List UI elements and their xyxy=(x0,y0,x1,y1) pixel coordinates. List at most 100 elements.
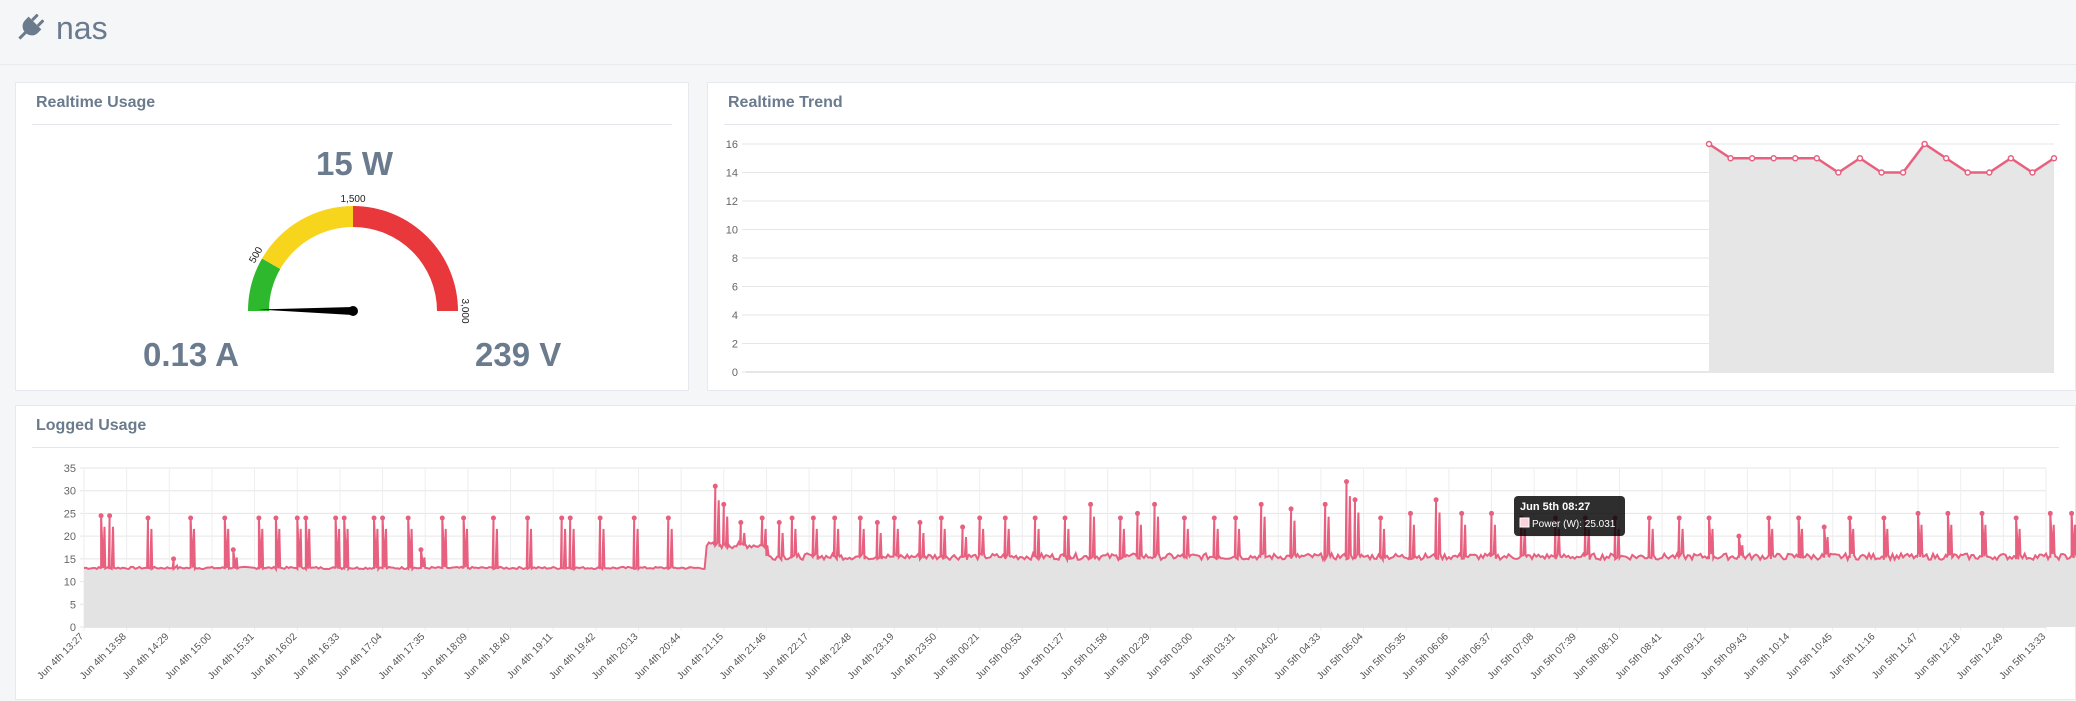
logged-point xyxy=(721,501,727,507)
logged-y-tick: 30 xyxy=(64,486,76,498)
logged-point xyxy=(98,513,104,519)
panel-divider xyxy=(32,124,672,125)
logged-point xyxy=(273,515,279,521)
page-title: nas xyxy=(56,9,108,46)
logged-point xyxy=(1676,515,1682,521)
logged-point xyxy=(371,515,377,521)
trend-point xyxy=(2029,169,2036,176)
tooltip-swatch xyxy=(1519,517,1530,528)
logged-point xyxy=(1135,510,1141,516)
logged-point xyxy=(567,515,573,521)
current-readout: 0.13 A xyxy=(143,336,240,373)
trend-y-tick: 10 xyxy=(726,225,738,237)
logged-point xyxy=(2069,510,2075,516)
power-readout: 15 W xyxy=(316,145,394,182)
trend-point xyxy=(1921,140,1928,148)
logged-point xyxy=(1152,501,1158,507)
realtime-usage-panel: Realtime Usage 500 1,500 3,000 15 W 0.13 A… xyxy=(15,82,689,391)
logged-point xyxy=(1646,515,1652,521)
trend-y-tick: 12 xyxy=(726,196,738,208)
logged-point xyxy=(1489,510,1495,516)
trend-y-tick: 2 xyxy=(732,339,738,351)
logged-point xyxy=(2013,515,2019,521)
trend-point xyxy=(1705,140,1713,148)
logged-point xyxy=(960,524,966,530)
trend-point xyxy=(1899,169,1907,176)
logged-point xyxy=(789,515,795,521)
logged-point xyxy=(525,515,531,521)
header-divider xyxy=(0,64,2076,65)
logged-point xyxy=(1352,497,1358,503)
logged-point xyxy=(222,515,228,521)
logged-y-tick: 5 xyxy=(70,599,76,611)
logged-point xyxy=(776,520,782,526)
logged-point xyxy=(1378,515,1384,521)
gauge-band xyxy=(248,258,281,311)
logged-point xyxy=(256,515,262,521)
logged-point xyxy=(1322,501,1328,507)
logged-point xyxy=(759,515,765,521)
logged-point xyxy=(380,515,386,521)
logged-point xyxy=(439,515,445,521)
logged-point xyxy=(1117,515,1123,521)
logged-point xyxy=(341,515,347,521)
app-header: nas xyxy=(12,6,108,50)
logged-point xyxy=(1847,515,1853,521)
logged-line xyxy=(83,481,2076,573)
gauge-tick-label: 1,500 xyxy=(340,194,365,205)
logged-point xyxy=(188,515,194,521)
trend-point xyxy=(1813,155,1821,162)
logged-point xyxy=(1459,510,1465,516)
logged-area xyxy=(84,481,2076,627)
logged-point xyxy=(857,515,863,521)
tooltip-label: Power (W): 25.031 xyxy=(1532,519,1616,530)
logged-point xyxy=(294,515,300,521)
realtime-trend-chart: 0 2 4 6 8 10 12 14 16 xyxy=(726,139,2058,379)
logged-point xyxy=(333,515,339,521)
chart-tooltip: Jun 5th 08:27 Power (W): 25.031 xyxy=(1514,496,1625,536)
logged-point xyxy=(1088,501,1094,507)
trend-point xyxy=(1856,155,1864,162)
logged-y-tick: 0 xyxy=(70,622,76,634)
logged-point xyxy=(230,547,236,553)
trend-y-tick: 0 xyxy=(732,367,738,379)
logged-point xyxy=(1796,515,1802,521)
logged-point xyxy=(665,515,671,521)
gauge-needle xyxy=(258,307,354,315)
gauge-band xyxy=(353,206,458,311)
logged-point xyxy=(712,483,718,489)
logged-point xyxy=(1288,506,1294,512)
logged-point xyxy=(1821,524,1827,530)
trend-point xyxy=(1986,169,1993,176)
trend-point xyxy=(1748,155,1756,162)
trend-point xyxy=(1792,155,1799,162)
logged-point xyxy=(461,515,467,521)
panel-title: Logged Usage xyxy=(36,417,147,434)
logged-y-tick: 15 xyxy=(64,554,76,566)
trend-y-tick: 6 xyxy=(732,282,738,294)
logged-point xyxy=(145,515,151,521)
logged-point xyxy=(405,515,411,521)
logged-point xyxy=(1002,515,1008,521)
trend-y-tick: 16 xyxy=(726,139,738,151)
logged-x-tick: Jun 5th 13:33 xyxy=(1997,631,2048,682)
logged-point xyxy=(559,515,565,521)
gauge-tick-label: 3,000 xyxy=(459,298,470,323)
logged-point xyxy=(597,515,603,521)
logged-point xyxy=(1433,497,1439,503)
logged-point xyxy=(874,520,880,526)
logged-point xyxy=(107,513,113,519)
trend-point xyxy=(1878,169,1885,176)
logged-point xyxy=(1736,533,1742,539)
logged-point xyxy=(891,515,897,521)
logged-point xyxy=(1062,515,1068,521)
logged-point xyxy=(1407,510,1413,516)
trend-y-tick: 14 xyxy=(726,168,738,180)
trend-point xyxy=(2050,155,2058,162)
logged-point xyxy=(1032,515,1038,521)
logged-point xyxy=(1706,515,1712,521)
plug-icon xyxy=(18,13,45,40)
tooltip-title: Jun 5th 08:27 xyxy=(1520,501,1590,513)
logged-point xyxy=(810,515,816,521)
